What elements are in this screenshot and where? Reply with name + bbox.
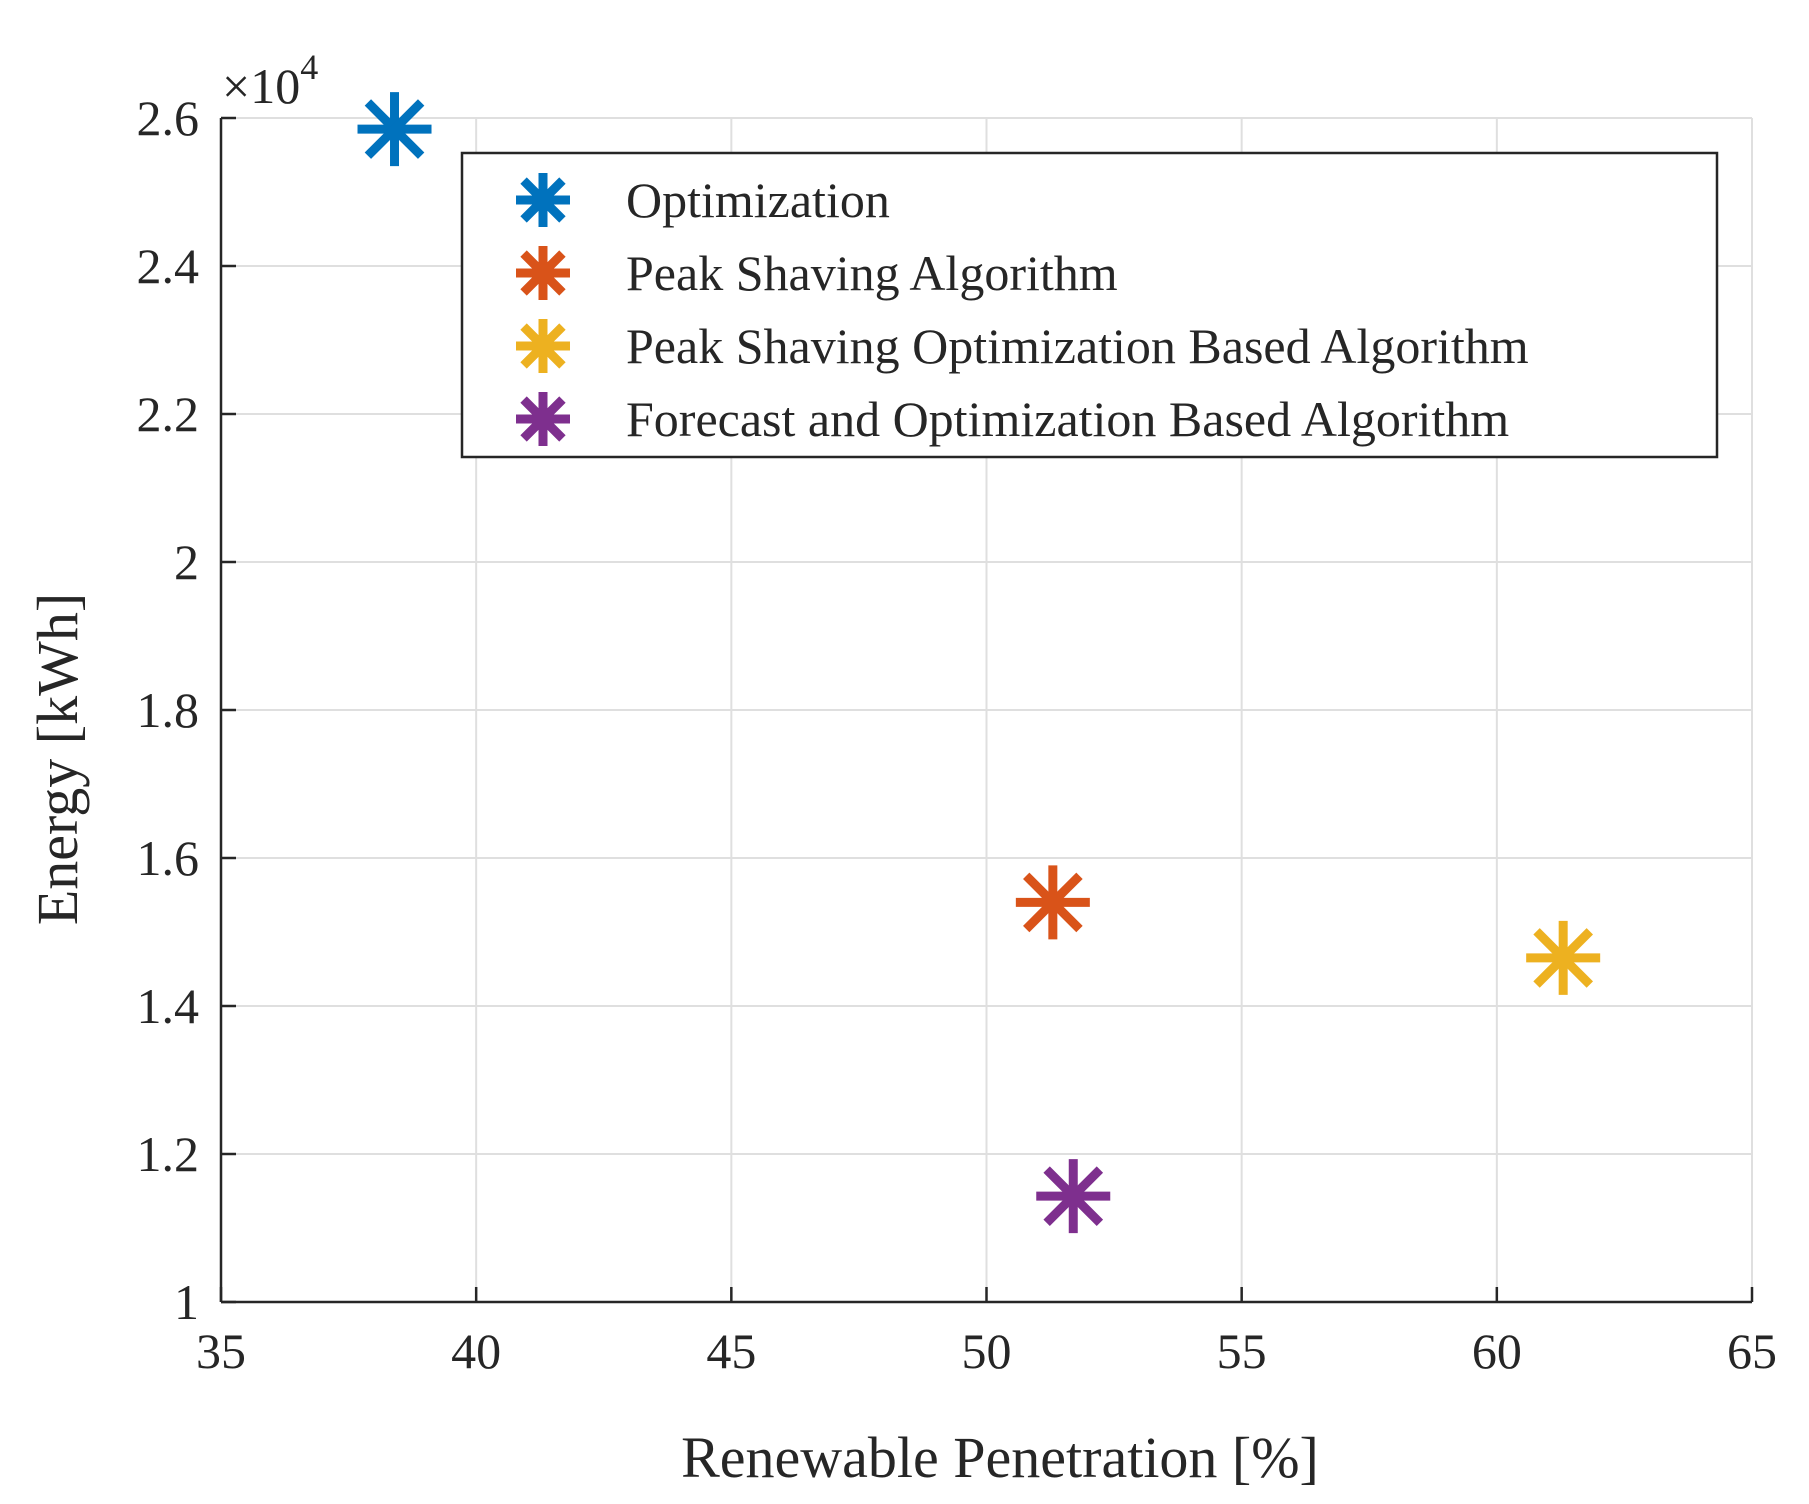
data-points bbox=[357, 92, 1601, 1234]
legend-label: Peak Shaving Optimization Based Algorith… bbox=[626, 318, 1529, 374]
x-tick-label: 65 bbox=[1727, 1323, 1777, 1379]
legend-marker-optimization bbox=[516, 173, 570, 227]
x-tick-label: 55 bbox=[1217, 1323, 1267, 1379]
svg-text:×104: ×104 bbox=[222, 47, 318, 114]
legend-box bbox=[460, 151, 1719, 459]
y-tick-label: 1.6 bbox=[137, 830, 200, 886]
data-point-optimization bbox=[357, 92, 432, 167]
legend-label: Forecast and Optimization Based Algorith… bbox=[626, 391, 1509, 447]
y-tick-label: 2.6 bbox=[137, 90, 200, 146]
x-tick-label: 50 bbox=[962, 1323, 1012, 1379]
legend-marker-peak-shaving-algorithm bbox=[516, 246, 570, 300]
legend-marker-forecast-and-optimization-based-algorithm bbox=[516, 392, 570, 446]
legend-item-forecast-and-optimization-based-algorithm: Forecast and Optimization Based Algorith… bbox=[516, 391, 1509, 447]
x-tick-label: 40 bbox=[451, 1323, 501, 1379]
data-point-forecast-and-optimization-based-algorithm bbox=[1036, 1159, 1111, 1234]
legend-item-peak-shaving-optimization-based-algorithm: Peak Shaving Optimization Based Algorith… bbox=[516, 318, 1529, 374]
y-tick-label: 2.2 bbox=[137, 386, 200, 442]
legend-label: Optimization bbox=[626, 172, 890, 228]
y-tick-label: 2 bbox=[174, 534, 199, 590]
y-tick-label: 1 bbox=[174, 1274, 199, 1330]
legend-item-peak-shaving-algorithm: Peak Shaving Algorithm bbox=[516, 245, 1118, 301]
y-axis-title: Energy [kWh] bbox=[25, 593, 90, 925]
legend: Optimization Peak Shaving Algorithm Peak S… bbox=[460, 151, 1719, 459]
y-axis-multiplier: ×104 bbox=[222, 47, 318, 114]
legend-label: Peak Shaving Algorithm bbox=[626, 245, 1118, 301]
data-point-peak-shaving-algorithm bbox=[1015, 865, 1090, 940]
y-tick-label: 1.2 bbox=[137, 1126, 200, 1182]
y-tick-label: 1.4 bbox=[137, 978, 200, 1034]
y-multiplier-base: ×10 bbox=[222, 58, 300, 114]
legend-marker-peak-shaving-optimization-based-algorithm bbox=[516, 319, 570, 373]
x-axis-title: Renewable Penetration [%] bbox=[681, 1425, 1319, 1490]
legend-item-optimization: Optimization bbox=[516, 172, 890, 228]
x-tick-label: 45 bbox=[706, 1323, 756, 1379]
y-tick-label: 2.4 bbox=[137, 238, 200, 294]
y-tick-label: 1.8 bbox=[137, 682, 200, 738]
y-multiplier-exponent: 4 bbox=[300, 47, 318, 87]
x-tick-label: 60 bbox=[1472, 1323, 1522, 1379]
data-point-peak-shaving-optimization-based-algorithm bbox=[1526, 920, 1601, 995]
x-tick-label: 35 bbox=[196, 1323, 246, 1379]
tick-labels: 35 40 45 50 55 60 65 1 1.2 1.4 1.6 1.8 2 2.2 2.4 2.6 bbox=[137, 90, 1778, 1379]
axes bbox=[219, 116, 1754, 1304]
